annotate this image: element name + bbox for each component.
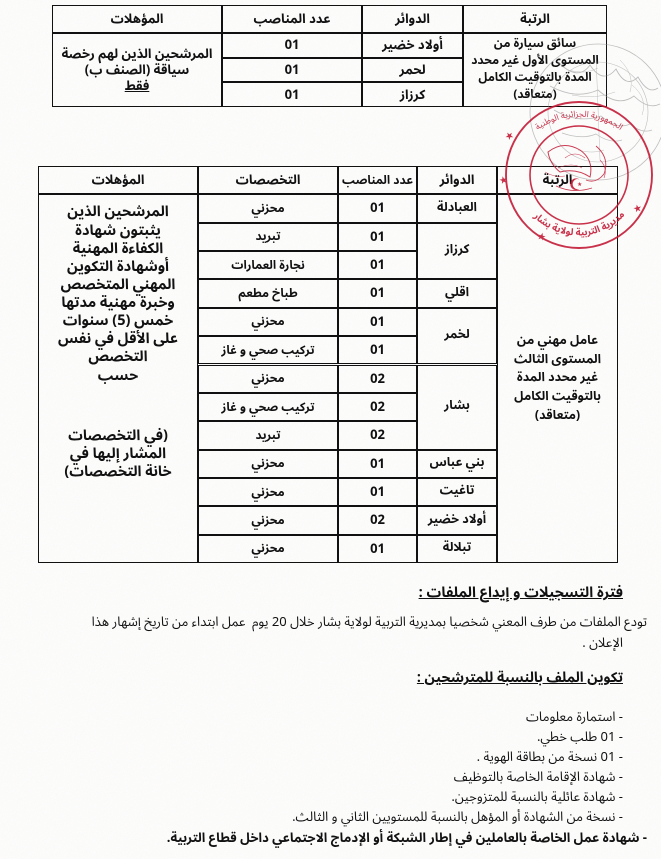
svg-text:★: ★	[500, 125, 519, 147]
svg-text:الجمهورية الجزائرية الوطنية: الجمهورية الجزائرية الوطنية	[531, 106, 626, 136]
svg-text:★: ★	[626, 200, 649, 218]
